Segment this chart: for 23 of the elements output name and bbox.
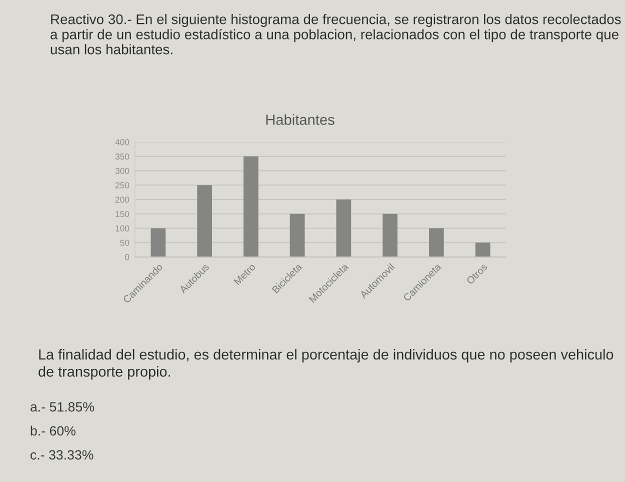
bar — [150, 228, 166, 257]
bar — [290, 214, 305, 257]
bar — [197, 185, 212, 257]
text: b.- 60% — [30, 426, 76, 436]
y-tick-label: 300 — [115, 168, 130, 174]
y-tick-label: 100 — [116, 225, 130, 232]
y-tick-label: 350 — [115, 153, 130, 160]
chart-title: Habitantes — [266, 114, 334, 125]
y-tick-label: 150 — [116, 210, 130, 218]
text: La finalidad del estudio, es determinar el porcentaje de individuos que no poseen vehiculo de transporte propio. — [38, 349, 614, 380]
bar — [429, 228, 444, 257]
text: Reactivo 30.- En el siguiente histograma de frecuencia, se registraron los datos recolectados a partir de un estudio estadístico a una poblacion, relacionados con el tipo de transporte que usan los habitantes. — [50, 14, 621, 54]
y-tick-label: 400 — [115, 139, 130, 146]
bar — [244, 156, 258, 257]
text: a.- 51.85% — [30, 402, 94, 412]
y-tick-label: 0 — [124, 254, 130, 260]
text: c.- 33.33% — [30, 450, 94, 460]
y-tick-label: 200 — [116, 196, 130, 203]
bar — [382, 214, 398, 257]
bar — [336, 200, 352, 257]
bar — [475, 242, 490, 257]
y-tick-label: 50 — [120, 240, 130, 246]
y-tick-label: 250 — [116, 182, 130, 188]
